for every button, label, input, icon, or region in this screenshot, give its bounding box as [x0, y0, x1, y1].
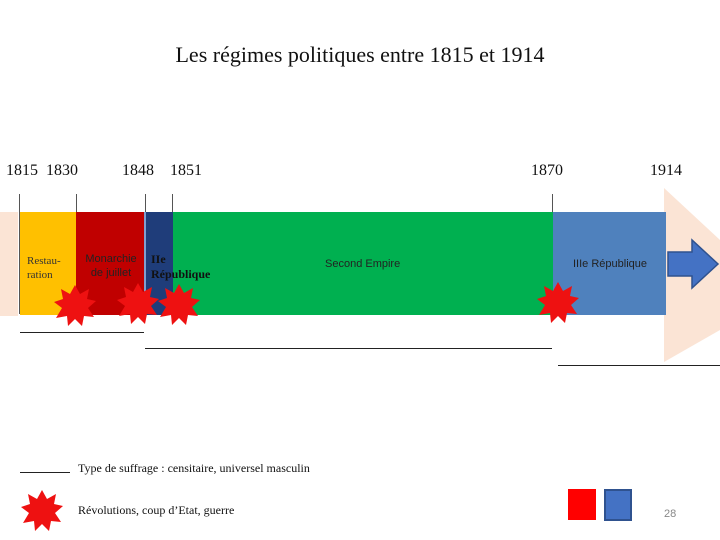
year-1830: 1830 [46, 162, 78, 179]
period-monarchie-label: Monarchie de juillet [85, 253, 137, 279]
legend-suffrage-text: Type de suffrage : censitaire, universel… [78, 461, 310, 475]
tick-1851 [172, 194, 173, 214]
period-second-empire: Second Empire [173, 212, 553, 315]
nav-red-square[interactable] [568, 489, 596, 520]
suffrage-universel-line-2 [558, 365, 720, 366]
revolution-1848-icon [117, 283, 159, 324]
revolution-1830-icon [54, 285, 96, 326]
year-1848: 1848 [122, 162, 154, 179]
tick-1870 [552, 194, 553, 214]
tick-1830 [76, 194, 77, 214]
legend-revolutions-text: Révolutions, coup d’Etat, guerre [78, 503, 235, 517]
suffrage-censitaire-line-1 [20, 332, 144, 333]
period-second-empire-label: Second Empire [325, 258, 401, 270]
nav-blue-square[interactable] [604, 489, 632, 521]
tick-1815 [19, 194, 20, 314]
period-iiie-republique-label: IIIe République [573, 258, 647, 270]
slide-title: Les régimes politiques entre 1815 et 191… [175, 42, 545, 67]
legend-burst-icon [21, 490, 63, 531]
coup-1851-icon [158, 284, 200, 325]
year-1914: 1914 [650, 162, 682, 179]
year-1851: 1851 [170, 162, 202, 179]
war-1870-icon [537, 282, 579, 323]
period-iie-republique-label: IIe République [151, 252, 211, 281]
blue-arrow-icon [667, 238, 720, 290]
year-1815: 1815 [6, 162, 38, 179]
period-restauration-label: Restau- ration [27, 255, 61, 281]
page-number: 28 [664, 508, 677, 520]
suffrage-universel-line [145, 348, 552, 349]
legend-suffrage-line [20, 472, 70, 473]
tick-1848 [145, 194, 146, 214]
year-1870: 1870 [531, 162, 563, 179]
